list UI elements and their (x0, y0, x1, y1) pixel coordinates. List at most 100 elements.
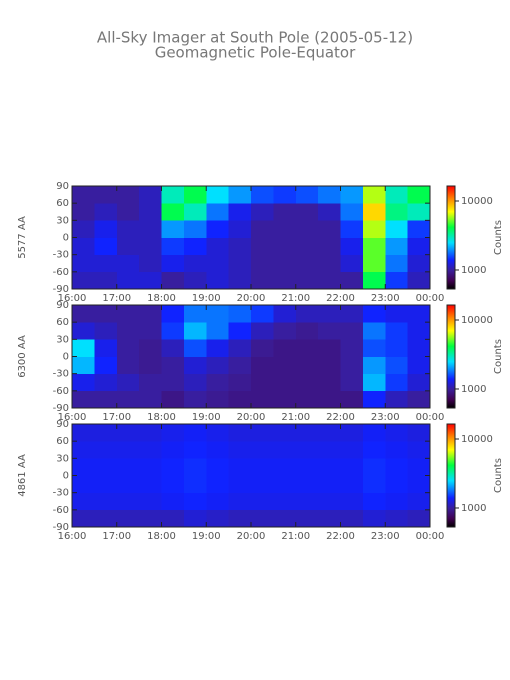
heatmap-cell (385, 356, 408, 374)
heatmap-cell (340, 492, 364, 511)
heatmap-cell (72, 475, 95, 493)
heatmap-cell (72, 492, 95, 511)
colorbar-tick-label: 1000 (461, 384, 486, 395)
heatmap-cell (251, 424, 274, 442)
heatmap-cell (273, 339, 297, 357)
x-tick-label: 23:00 (371, 531, 400, 542)
heatmap-cell (273, 390, 297, 409)
heatmap-cell (161, 441, 185, 459)
heatmap-cell (206, 220, 229, 238)
x-tick-label: 19:00 (192, 531, 221, 542)
heatmap-cell (183, 356, 207, 374)
heatmap-cell (340, 322, 364, 340)
heatmap-cell (318, 220, 341, 238)
heatmap-cell (206, 203, 229, 221)
heatmap-cell (94, 220, 118, 238)
heatmap-cell (318, 271, 341, 290)
heatmap-cell (251, 271, 274, 290)
heatmap-cell (407, 305, 431, 323)
heatmap-cell (183, 220, 207, 238)
y-tick-label: 60 (56, 436, 69, 447)
heatmap-cell (318, 492, 341, 511)
heatmap-cell (183, 390, 207, 409)
heatmap-cell (407, 458, 431, 476)
heatmap-cell (251, 492, 274, 511)
colorbar-tick-label: 10000 (461, 315, 493, 326)
heatmap-cell (407, 356, 431, 374)
heatmap-cell (251, 390, 274, 409)
heatmap-cell (72, 441, 95, 459)
heatmap-cell (116, 424, 140, 442)
heatmap-cell (318, 424, 341, 442)
heatmap-cell (116, 373, 140, 392)
heatmap-cell (183, 424, 207, 442)
heatmap-cell (139, 339, 162, 357)
colorbar (446, 185, 456, 290)
heatmap-cell (318, 322, 341, 340)
colorbar (446, 423, 456, 528)
heatmap-cell (183, 339, 207, 357)
heatmap-cell (251, 254, 274, 273)
heatmap-cell (340, 271, 364, 290)
x-tick-label: 19:00 (192, 293, 221, 304)
heatmap-cell (139, 458, 162, 476)
y-axis-label: 5577 AA (17, 216, 28, 259)
heatmap-cell (161, 271, 185, 290)
heatmap-cell (251, 237, 274, 255)
heatmap-cell (251, 356, 274, 374)
heatmap-cell (407, 492, 431, 511)
heatmap-cell (295, 254, 319, 273)
x-tick-label: 16:00 (58, 293, 87, 304)
y-tick-label: -90 (53, 522, 69, 533)
y-tick-label: 90 (56, 419, 69, 430)
heatmap-cell (228, 475, 252, 493)
heatmap-cell (161, 356, 185, 374)
heatmap-cell (183, 271, 207, 290)
heatmap-cell (407, 441, 431, 459)
heatmap-cell (139, 356, 162, 374)
heatmap-cell (273, 322, 297, 340)
heatmap-cell (139, 322, 162, 340)
y-tick-label: 30 (56, 453, 69, 464)
heatmap-cell (228, 322, 252, 340)
heatmap-cell (183, 203, 207, 221)
heatmap-cell (72, 356, 95, 374)
heatmap-cell (94, 322, 118, 340)
heatmap-cell (228, 373, 252, 392)
heatmap-cell (318, 339, 341, 357)
heatmap-cell (407, 373, 431, 392)
heatmap-cell (407, 203, 431, 221)
heatmap-cell (139, 492, 162, 511)
heatmap-cell (385, 220, 408, 238)
heatmap-cell (362, 339, 386, 357)
heatmap-cell (340, 254, 364, 273)
heatmap-cell (340, 390, 364, 409)
heatmap-cell (407, 220, 431, 238)
heatmap-cell (161, 475, 185, 493)
heatmap-cell (385, 424, 408, 442)
heatmap-cell (295, 186, 319, 204)
heatmap-cell (362, 203, 386, 221)
heatmap-cell (295, 356, 319, 374)
heatmap-cell (340, 305, 364, 323)
heatmap-cell (318, 186, 341, 204)
heatmap-cell (251, 509, 274, 528)
heatmap-cell (228, 339, 252, 357)
heatmap-cell (362, 424, 386, 442)
heatmap-cell (206, 322, 229, 340)
heatmap-cell (340, 356, 364, 374)
heatmap-cell (318, 373, 341, 392)
x-tick-label: 21:00 (281, 531, 310, 542)
heatmap-cell (228, 237, 252, 255)
y-tick-label: 90 (56, 181, 69, 192)
heatmap-cell (116, 254, 140, 273)
heatmap-cell (116, 475, 140, 493)
heatmap-cell (273, 254, 297, 273)
heatmap-cell (362, 220, 386, 238)
x-tick-label: 22:00 (326, 531, 355, 542)
heatmap-cell (295, 441, 319, 459)
heatmap-cell (273, 237, 297, 255)
heatmap-cell (251, 475, 274, 493)
heatmap-cell (340, 441, 364, 459)
heatmap-cell (385, 390, 408, 409)
